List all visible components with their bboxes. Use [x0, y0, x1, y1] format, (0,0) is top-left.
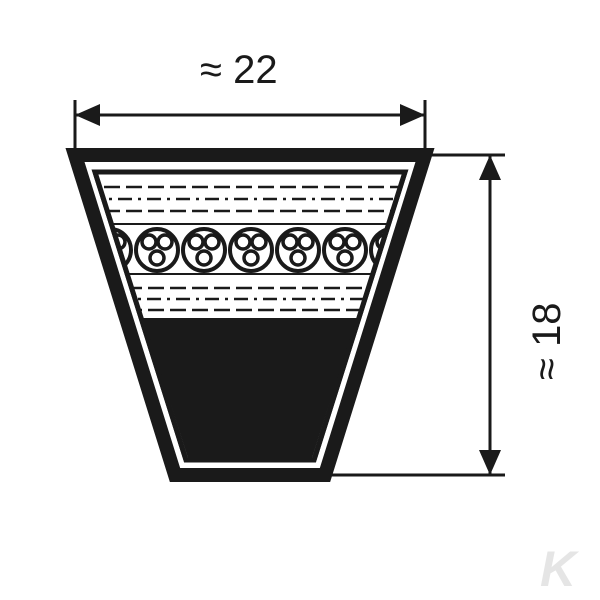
belt-cross-section-svg — [0, 0, 600, 600]
rubber-core — [60, 320, 440, 520]
cord-6 — [324, 229, 366, 271]
top-fabric-band — [60, 174, 440, 225]
width-dimension-label: ≈ 22 — [200, 48, 278, 93]
diagram-canvas: ≈ 22 ≈ 18 K — [0, 0, 600, 600]
watermark: K — [540, 540, 576, 598]
height-dimension-label: ≈ 18 — [525, 302, 570, 380]
cord-4 — [230, 229, 272, 271]
width-dimension — [75, 100, 425, 155]
cord-2 — [136, 229, 178, 271]
cord-3 — [183, 229, 225, 271]
cord-5 — [277, 229, 319, 271]
